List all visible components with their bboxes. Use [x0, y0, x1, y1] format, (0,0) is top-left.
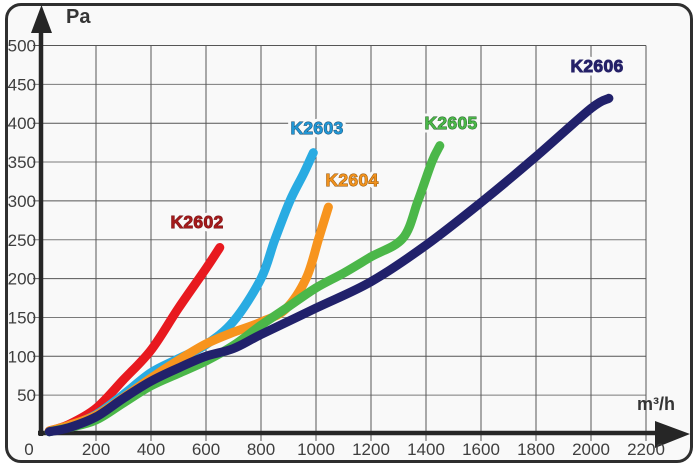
x-tick-label: 0	[24, 440, 33, 459]
series-label-halo: K2606	[570, 56, 623, 76]
x-tick-label: 1000	[297, 440, 335, 459]
x-tick-label: 600	[192, 440, 220, 459]
x-tick-label: 800	[247, 440, 275, 459]
y-tick-label: 200	[8, 270, 36, 289]
y-tick-label: 50	[17, 386, 36, 405]
y-tick-label: 350	[8, 153, 36, 172]
x-tick-label: 1400	[407, 440, 445, 459]
y-axis-unit-label: Pa	[66, 6, 91, 28]
curve-k2605	[44, 141, 445, 437]
x-tick-label: 1200	[352, 440, 390, 459]
series-label-halo: K2605	[424, 113, 477, 133]
y-tick-label: 400	[8, 114, 36, 133]
series-label-k2606: K2606	[570, 56, 623, 76]
y-tick-label: 150	[8, 308, 36, 327]
y-tick-label: 450	[8, 75, 36, 94]
x-tick-label: 400	[137, 440, 165, 459]
x-tick-label: 1600	[462, 440, 500, 459]
curve-k2603	[44, 148, 318, 437]
series-label-k2602: K2602	[170, 212, 223, 232]
series-label-halo: K2604	[325, 170, 378, 190]
x-tick-label: 2000	[572, 440, 610, 459]
series-label-k2603: K2603	[290, 118, 343, 138]
series-label-k2605: K2605	[424, 113, 477, 133]
x-axis-unit-label: m³/h	[637, 394, 675, 414]
x-tick-label: 1800	[517, 440, 555, 459]
y-tick-label: 100	[8, 347, 36, 366]
curve-k2602	[44, 243, 225, 436]
y-tick-label: 250	[8, 231, 36, 250]
y-tick-label: 300	[8, 192, 36, 211]
y-axis-arrow-icon	[31, 5, 52, 33]
x-tick-label: 200	[82, 440, 110, 459]
curve-k2606	[44, 93, 614, 437]
series-label-k2604: K2604	[325, 170, 378, 190]
series-label-halo: K2602	[170, 212, 223, 232]
series-label-halo: K2603	[290, 118, 343, 138]
x-axis-arrow-icon	[655, 421, 690, 448]
y-tick-label: 500	[8, 37, 36, 56]
x-tick-label: 2200	[627, 440, 665, 459]
